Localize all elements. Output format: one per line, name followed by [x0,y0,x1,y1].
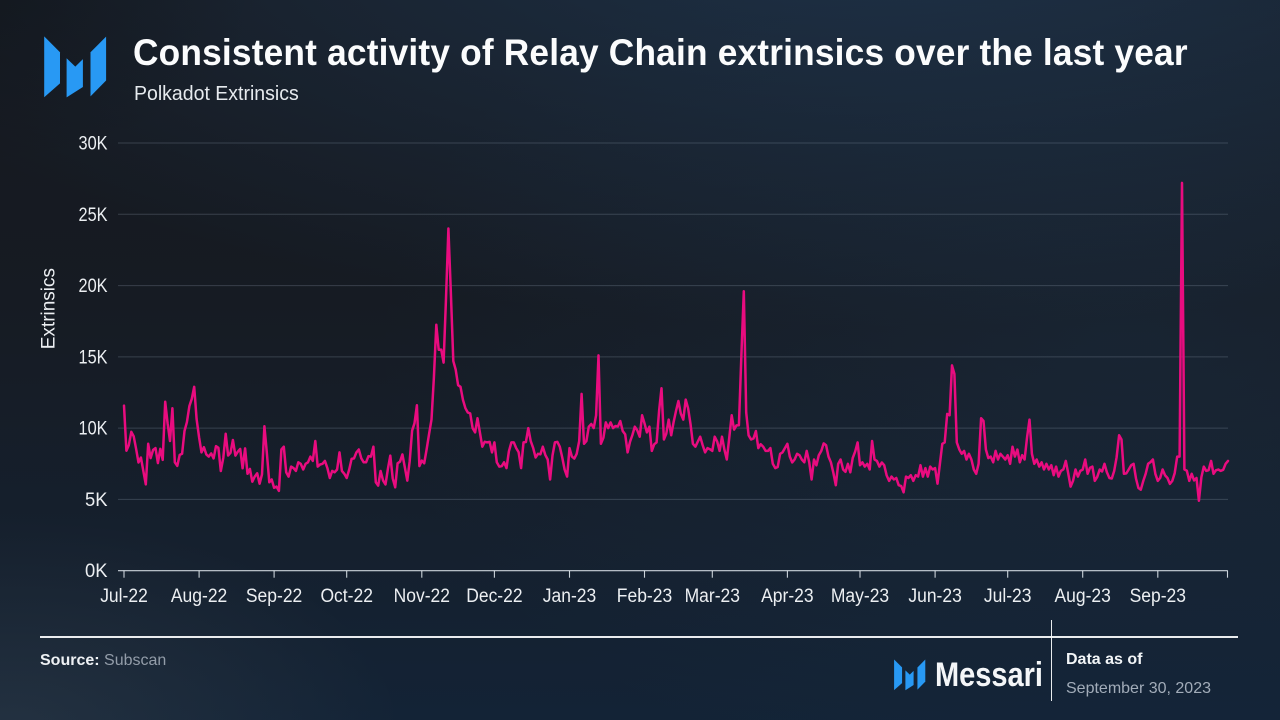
svg-text:20K: 20K [79,276,108,297]
svg-text:Jan-23: Jan-23 [543,586,596,607]
svg-text:Oct-22: Oct-22 [320,586,373,607]
svg-text:Feb-23: Feb-23 [617,586,672,607]
svg-text:Sep-23: Sep-23 [1130,586,1186,607]
svg-text:Nov-22: Nov-22 [394,586,450,607]
svg-text:Apr-23: Apr-23 [761,586,814,607]
svg-text:Mar-23: Mar-23 [685,586,740,607]
svg-text:Jun-23: Jun-23 [908,586,961,607]
svg-text:Jul-22: Jul-22 [100,586,148,607]
svg-text:25K: 25K [79,205,108,226]
svg-text:5K: 5K [85,490,108,511]
svg-text:Aug-22: Aug-22 [171,586,227,607]
svg-text:Extrinsics: Extrinsics [39,268,60,349]
svg-text:Dec-22: Dec-22 [466,586,522,607]
svg-text:0K: 0K [85,561,108,582]
svg-text:Sep-22: Sep-22 [246,586,302,607]
svg-text:15K: 15K [79,347,108,368]
svg-text:Jul-23: Jul-23 [984,586,1032,607]
svg-text:Aug-23: Aug-23 [1055,586,1111,607]
svg-text:10K: 10K [79,419,108,440]
svg-text:May-23: May-23 [831,586,889,607]
svg-text:30K: 30K [79,134,108,155]
